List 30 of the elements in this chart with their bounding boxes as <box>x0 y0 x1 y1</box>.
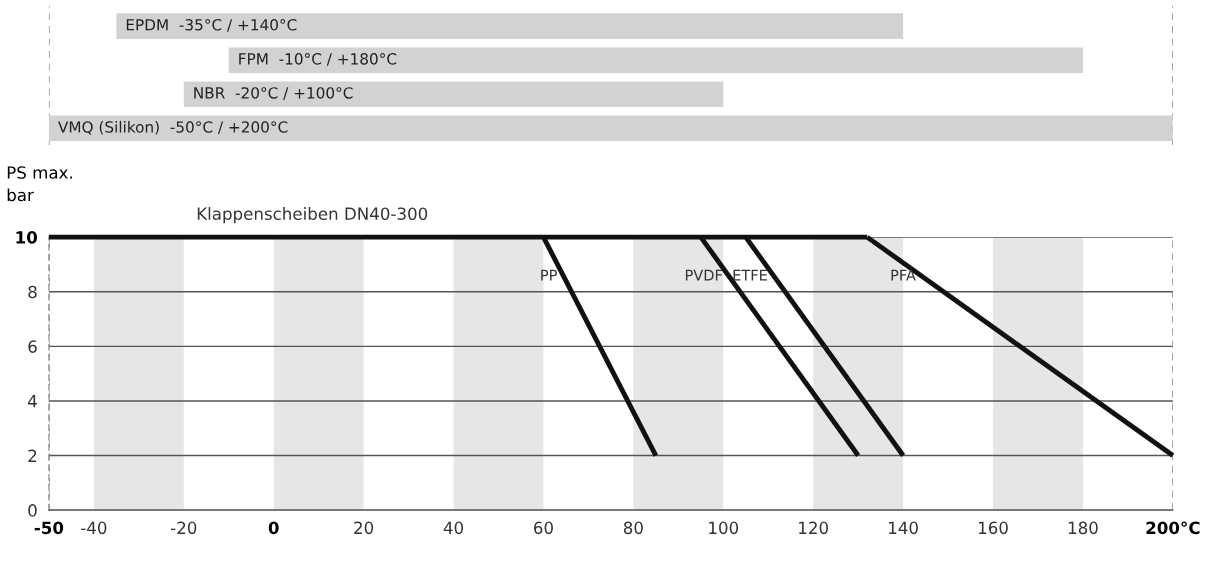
x-tick-label: 120 <box>799 521 828 535</box>
y-tick-label: 8 <box>28 285 37 299</box>
y-tick-label: FPM -10°C / +180°C <box>239 53 397 66</box>
x-tick-label: 0 <box>268 521 279 535</box>
x-tick-label: 180 <box>1068 521 1098 535</box>
x-tick-label: 100 <box>709 521 739 535</box>
y-tick-label: 4 <box>28 395 37 408</box>
series-label: Klappenscheiben DN40-300 <box>197 207 428 224</box>
y-tick-label: VMQ (Silikon) -50°C / +200°C <box>58 120 288 135</box>
x-tick-label: -20 <box>171 521 197 535</box>
x-tick-label: 140 <box>889 521 918 535</box>
y-tick-label: EPDM -35°C / +140°C <box>126 19 297 32</box>
series-label: ETFE <box>733 269 767 281</box>
series-label: PP <box>541 269 557 281</box>
y-tick-label: 10 <box>16 231 38 244</box>
y-axis-title: PS max. bar <box>7 166 72 202</box>
y-tick-label: NBR -20°C / +100°C <box>194 87 353 100</box>
series-label: PVDF <box>685 269 723 281</box>
series-label: PFA <box>891 269 916 281</box>
x-tick-label: -50 <box>34 521 64 535</box>
y-tick-label: 0 <box>28 504 37 517</box>
x-tick-label: 60 <box>534 521 553 535</box>
x-tick-label: 160 <box>978 521 1008 535</box>
x-tick-label: 40 <box>443 521 464 535</box>
x-tick-label: 20 <box>354 521 374 535</box>
x-tick-label: -40 <box>81 521 107 535</box>
x-tick-label: 80 <box>623 521 643 535</box>
x-tick-label: 200°C <box>1146 521 1200 535</box>
y-tick-label: 2 <box>28 449 37 462</box>
y-tick-label: 6 <box>28 340 37 353</box>
